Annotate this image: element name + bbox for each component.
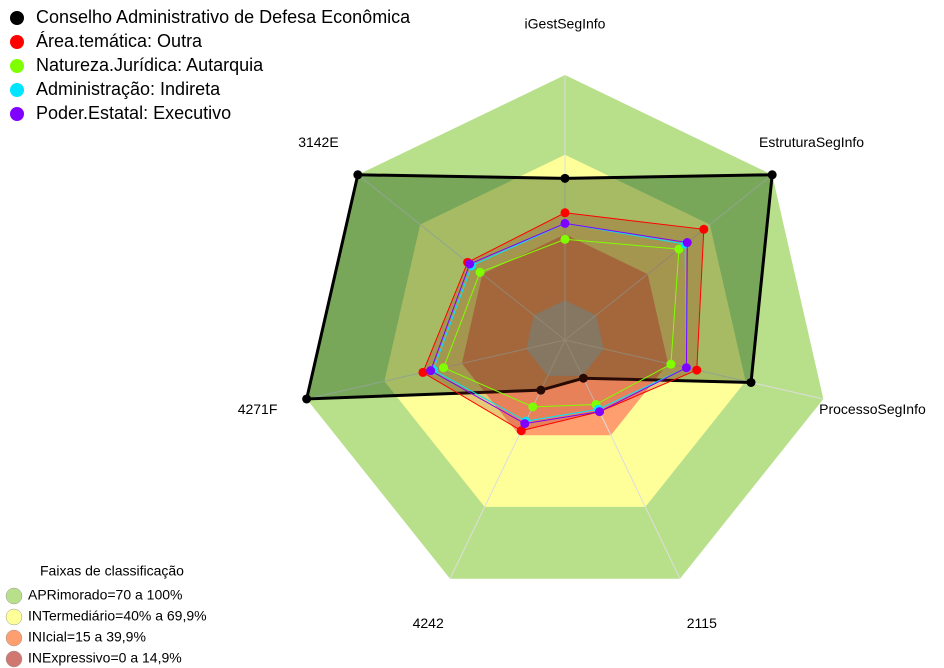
legend-label: Conselho Administrativo de Defesa Econôm… (36, 7, 411, 27)
data-point (594, 407, 604, 417)
legend-marker (10, 11, 24, 25)
data-point (475, 267, 485, 277)
legend-label: Poder.Estatal: Executivo (36, 103, 231, 123)
axis-label: 4271F (238, 401, 278, 417)
bands-title: Faixas de classificação (40, 563, 184, 579)
legend-label: Natureza.Jurídica: Autarquia (36, 55, 264, 75)
band-marker (5, 587, 23, 605)
data-point (528, 402, 538, 412)
data-point (666, 359, 676, 369)
data-point (516, 426, 526, 436)
data-point (439, 363, 449, 373)
data-point (746, 377, 756, 387)
axis-label: 3142E (298, 134, 338, 150)
data-point (418, 367, 428, 377)
data-point (560, 218, 570, 228)
data-point (682, 238, 692, 248)
band-label: APRimorado=70 a 100% (28, 587, 183, 603)
legend-marker (10, 35, 24, 49)
legend-marker (10, 59, 24, 73)
series-line (430, 222, 688, 425)
band-marker (5, 629, 23, 647)
band-marker (5, 608, 23, 626)
data-point (536, 385, 546, 395)
data-point (674, 244, 684, 254)
axis-label: iGestSegInfo (525, 15, 606, 31)
series-line (432, 222, 687, 422)
spoke (564, 174, 773, 341)
series-line (442, 238, 680, 408)
data-point (578, 373, 588, 383)
band-label: INIcial=15 a 39,9% (28, 629, 146, 645)
data-point (560, 208, 570, 218)
data-point (353, 170, 363, 180)
axis-label: EstruturaSegInfo (759, 134, 864, 150)
band-marker (5, 650, 23, 668)
data-point (302, 394, 312, 404)
axis-label: ProcessoSegInfo (819, 401, 926, 417)
legend-label: Administração: Indireta (36, 79, 221, 99)
data-point (465, 259, 475, 269)
data-point (681, 363, 691, 373)
data-point (560, 173, 570, 183)
band-label: INTermediário=40% a 69,9% (28, 608, 207, 624)
data-point (520, 419, 530, 429)
spoke (449, 339, 566, 579)
axis-label: 4242 (413, 615, 444, 631)
series-line (304, 173, 774, 401)
data-point (699, 224, 709, 234)
axis-label: 2115 (687, 615, 717, 631)
spoke (357, 174, 566, 341)
legend-marker (10, 107, 24, 121)
legend-label: Área.temática: Outra (36, 31, 203, 51)
data-point (767, 170, 777, 180)
data-point (692, 365, 702, 375)
legend-marker (10, 83, 24, 97)
band-label: INExpressivo=0 a 14,9% (28, 650, 182, 666)
data-point (560, 234, 570, 244)
data-point (426, 366, 436, 376)
